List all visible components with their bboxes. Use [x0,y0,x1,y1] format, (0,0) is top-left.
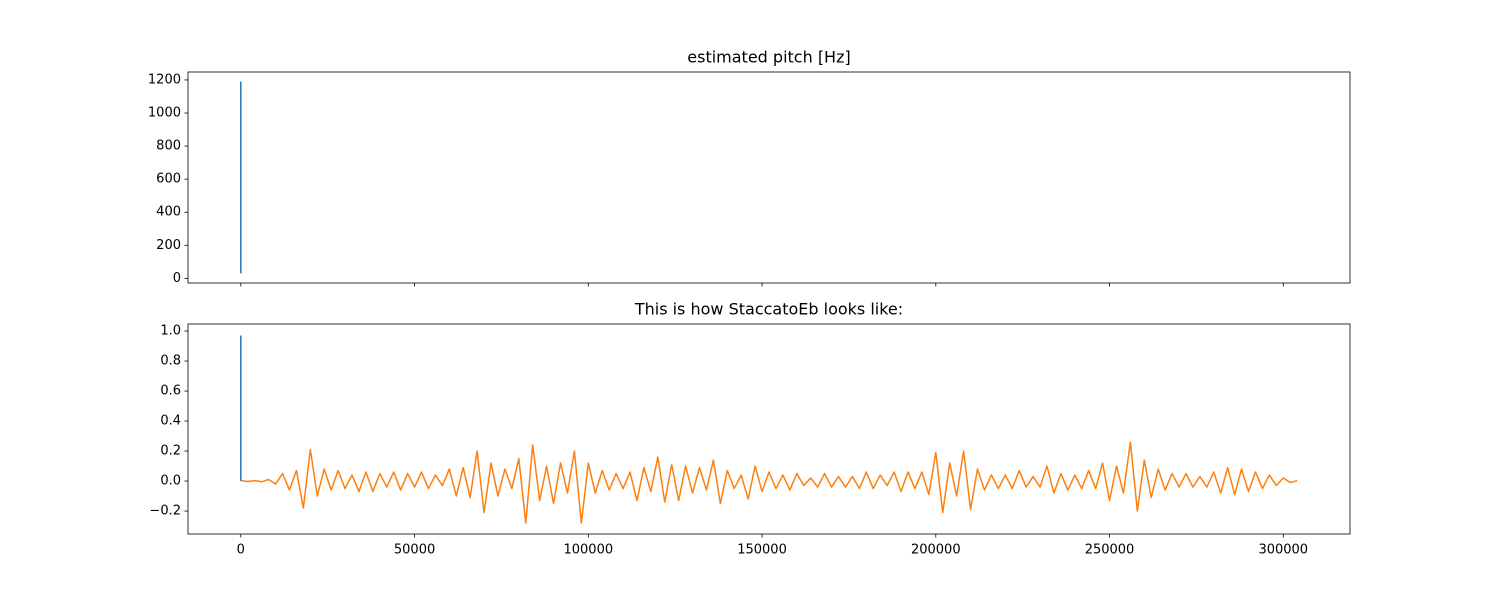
y-tick-label: 0.8 [160,354,181,369]
y-tick-label: −0.2 [149,504,181,519]
y-tick-label: 400 [156,205,181,220]
x-tick-label: 300000 [1258,543,1308,558]
y-tick-label: 200 [156,238,181,253]
y-tick-label: 600 [156,172,181,187]
y-tick-label: 0.2 [160,444,181,459]
y-tick-label: 0.4 [160,414,181,429]
y-tick-label: 1.0 [160,324,181,339]
y-tick-label: 1200 [148,72,181,87]
y-tick-label: 0 [173,271,181,286]
x-tick-label: 150000 [737,543,787,558]
x-tick-label: 50000 [394,543,435,558]
x-tick-label: 250000 [1085,543,1135,558]
chart-title: This is how StaccatoEb looks like: [634,300,903,319]
data-line [240,441,1298,524]
x-tick-label: 0 [237,543,245,558]
y-tick-label: 1000 [148,106,181,121]
chart-title: estimated pitch [Hz] [687,48,850,67]
axes-frame [187,71,1351,284]
y-tick-label: 0.6 [160,384,181,399]
y-tick-label: 0.0 [160,474,181,489]
axes-frame [187,323,1351,535]
x-tick-label: 200000 [911,543,961,558]
x-tick-label: 100000 [563,543,613,558]
y-tick-label: 800 [156,139,181,154]
